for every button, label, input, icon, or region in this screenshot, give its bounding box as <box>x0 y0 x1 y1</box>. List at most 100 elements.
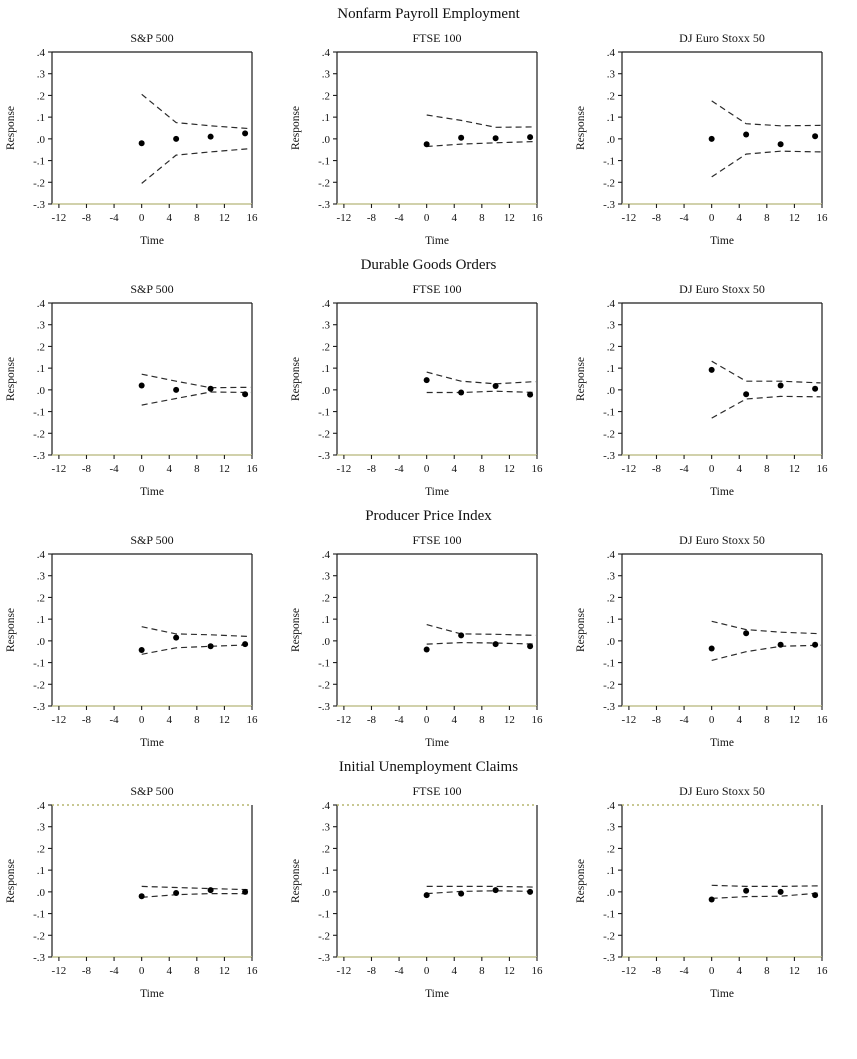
y-tick-label: -.3 <box>318 199 330 211</box>
x-tick-label: 16 <box>247 965 259 977</box>
response-dot <box>708 135 715 142</box>
response-dot <box>777 382 784 389</box>
x-tick-label: -4 <box>679 714 689 726</box>
x-axis-title: Time <box>710 988 734 1000</box>
y-tick-label: .1 <box>322 363 330 375</box>
response-dot <box>207 643 214 650</box>
response-dot <box>207 887 214 894</box>
x-tick-label: 16 <box>247 714 259 726</box>
x-tick-label: -12 <box>337 965 352 977</box>
chart-row-cells: S&P 500 .4 .3 .2 .1 .0 -.1 -.2 -.3 -12 -8 -4 0 4 8 12 16… <box>0 779 857 1008</box>
confidence-band-upper <box>711 884 821 888</box>
y-tick-label: .4 <box>607 298 616 310</box>
x-tick-label: 8 <box>194 212 200 224</box>
x-tick-label: -8 <box>82 212 92 224</box>
confidence-band-upper <box>426 371 536 385</box>
y-tick-label: .2 <box>37 843 45 855</box>
x-tick-label: 12 <box>504 965 515 977</box>
response-dot <box>423 892 430 899</box>
y-tick-label: .4 <box>37 47 46 59</box>
y-tick-label: .4 <box>322 47 331 59</box>
y-tick-label: .2 <box>37 592 45 604</box>
x-tick-label: 0 <box>424 463 430 475</box>
y-tick-label: -.1 <box>603 658 615 670</box>
y-tick-label: .4 <box>322 298 331 310</box>
x-tick-label: 4 <box>736 212 742 224</box>
y-axis-title: Response <box>575 608 587 652</box>
y-tick-label: .2 <box>37 341 45 353</box>
y-tick-label: .3 <box>37 69 46 81</box>
x-tick-label: -8 <box>82 714 92 726</box>
response-dot <box>777 888 784 895</box>
x-tick-label: 12 <box>219 212 230 224</box>
confidence-band-upper <box>426 114 536 128</box>
x-tick-label: 0 <box>424 714 430 726</box>
chart-row-cells: S&P 500 .4 .3 .2 .1 .0 -.1 -.2 -.3 -12 -8 -4 0 4 8 12 16… <box>0 528 857 757</box>
response-dot <box>423 646 430 653</box>
x-tick-label: 16 <box>532 965 544 977</box>
y-tick-label: -.2 <box>318 679 330 691</box>
x-axis-title: Time <box>140 235 164 247</box>
x-tick-label: -12 <box>337 463 352 475</box>
response-dot <box>743 131 750 138</box>
y-tick-label: .2 <box>322 592 330 604</box>
y-tick-label: -.2 <box>33 679 45 691</box>
chart-cell: S&P 500 .4 .3 .2 .1 .0 -.1 -.2 -.3 -12 -8 -4 0 4 8 12 16… <box>0 528 285 757</box>
y-axis-title: Response <box>575 859 587 903</box>
row-title: Nonfarm Payroll Employment <box>337 6 520 22</box>
confidence-band-upper <box>711 100 821 127</box>
x-axis-title: Time <box>140 988 164 1000</box>
x-tick-label: -4 <box>394 714 404 726</box>
chart-plot: DJ Euro Stoxx 50 .4 .3 .2 .1 .0 -.1 -.2 -.3 -12 -8… <box>575 282 828 498</box>
response-dot <box>812 385 819 392</box>
y-tick-label: .1 <box>37 865 45 877</box>
confidence-band-lower <box>141 644 251 655</box>
response-dot <box>527 391 534 398</box>
x-tick-label: -4 <box>394 463 404 475</box>
x-tick-label: 0 <box>424 965 430 977</box>
y-tick-label: -.2 <box>33 428 45 440</box>
x-tick-label: -12 <box>622 212 637 224</box>
y-axis-title: Response <box>575 106 587 150</box>
y-tick-label: -.2 <box>603 177 615 189</box>
confidence-band-upper <box>141 885 251 891</box>
response-dot <box>423 141 430 148</box>
y-axis-title: Response <box>290 106 302 150</box>
y-axis-title: Response <box>290 357 302 401</box>
y-tick-label: .1 <box>322 865 330 877</box>
x-tick-label: 12 <box>219 463 230 475</box>
response-dot <box>138 382 145 389</box>
x-tick-label: -4 <box>394 212 404 224</box>
response-dot <box>812 133 819 140</box>
y-tick-label: -.1 <box>33 156 45 168</box>
x-axis-title: Time <box>710 737 734 749</box>
x-tick-label: -4 <box>679 965 689 977</box>
response-dot <box>527 134 534 141</box>
confidence-band-lower <box>141 892 251 898</box>
x-tick-label: 4 <box>451 714 457 726</box>
y-tick-label: .1 <box>37 614 45 626</box>
x-tick-label: 12 <box>789 714 800 726</box>
y-tick-label: .0 <box>322 385 331 397</box>
chart-plot: DJ Euro Stoxx 50 .4 .3 .2 .1 .0 -.1 -.2 -.3 -12 -8… <box>575 533 828 749</box>
response-dot <box>708 896 715 903</box>
confidence-band-upper <box>426 624 536 636</box>
y-tick-label: .3 <box>322 571 331 583</box>
chart-cell: DJ Euro Stoxx 50 .4 .3 .2 .1 .0 -.1 -.2 -.3 -12 -8… <box>570 26 855 255</box>
x-tick-label: 12 <box>789 212 800 224</box>
y-tick-label: .2 <box>322 341 330 353</box>
y-axis-title: Response <box>5 608 17 652</box>
x-tick-label: -12 <box>337 212 352 224</box>
row-title: Initial Unemployment Claims <box>338 759 519 775</box>
chart-plot: S&P 500 .4 .3 .2 .1 .0 -.1 -.2 -.3 -12 -8 -4 0 4 8 12 16… <box>5 533 259 749</box>
y-tick-label: .1 <box>322 112 330 124</box>
y-tick-label: -.3 <box>318 701 330 713</box>
y-tick-label: .0 <box>322 636 331 648</box>
x-tick-label: -12 <box>622 714 637 726</box>
x-tick-label: -4 <box>109 463 119 475</box>
chart-subtitle: S&P 500 <box>130 533 173 547</box>
response-dot <box>242 888 249 895</box>
x-tick-label: 4 <box>736 463 742 475</box>
y-tick-label: .4 <box>607 800 616 812</box>
y-tick-label: .3 <box>322 320 331 332</box>
